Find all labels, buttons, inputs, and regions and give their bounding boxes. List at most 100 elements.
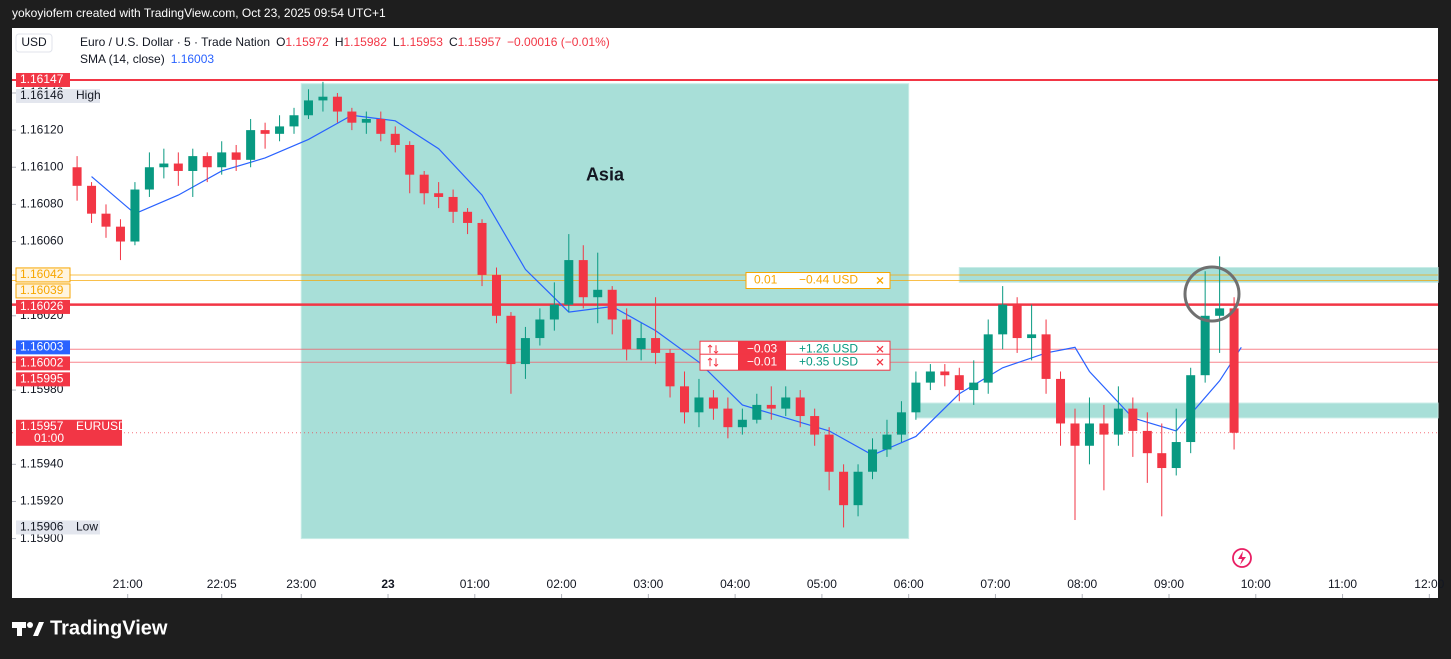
change: −0.00016 (−0.01%) [507, 35, 610, 49]
candle-body [217, 152, 227, 168]
logo [12, 622, 44, 636]
x-tick-label: 08:00 [1067, 577, 1097, 591]
candle-body [998, 304, 1008, 335]
ohlc-key: C [449, 35, 458, 49]
candle-body [87, 185, 97, 214]
candle-body [1113, 408, 1123, 435]
countdown: 01:00 [34, 431, 64, 445]
price-tag-label: 1.15995 [20, 372, 64, 386]
indicator-value: 1.16003 [171, 52, 215, 66]
x-tick-label: 12:00 [1414, 577, 1444, 591]
candle-body [665, 352, 675, 387]
candle-body [246, 130, 256, 160]
order-pnl: +0.35 USD [799, 354, 858, 368]
candle-body [925, 371, 935, 383]
candle-body [318, 96, 328, 101]
candle-body [607, 289, 617, 320]
price-tag-label: 1.16146 [20, 88, 64, 102]
credit: yokoyiofem created with TradingView.com,… [12, 6, 386, 20]
candle-body [434, 193, 444, 197]
candle-body [289, 115, 299, 127]
x-tick-label: 11:00 [1328, 577, 1357, 591]
candle-body [680, 386, 690, 413]
order[interactable]: −0.03 +1.26 USD [699, 340, 891, 358]
candle-body [636, 338, 646, 350]
candle-body [911, 382, 921, 413]
x-tick-label: 21:00 [113, 577, 143, 591]
price-tag [15, 283, 71, 299]
y-tick-label: 1.16120 [20, 122, 64, 136]
candle-body [477, 222, 487, 275]
candle-body [405, 144, 415, 175]
symbol: Euro / U.S. Dollar · 5 · Trade Nation [80, 35, 270, 49]
candle-body [1070, 423, 1080, 446]
sma-line [91, 114, 1242, 456]
ohlc-value: 1.15982 [343, 35, 387, 49]
indicator-legend: SMA (14, close) 1.16003 [80, 52, 214, 66]
alert-icon[interactable] [1232, 548, 1252, 568]
plot: Asia 0.01 −0.44 USD −0.03 +1.26 USD −0.01 +0.3… [12, 72, 1445, 598]
price-tag [16, 88, 100, 103]
x-tick-label: 03:00 [633, 577, 663, 591]
candle-body [593, 289, 603, 298]
order-close [876, 358, 884, 366]
currency-box[interactable] [15, 33, 53, 53]
order[interactable]: 0.01 −0.44 USD [745, 272, 891, 290]
candle-body [839, 471, 849, 506]
candle-body [1229, 308, 1239, 433]
candle-body [781, 397, 791, 409]
circle-drawing[interactable] [1183, 265, 1241, 323]
candle-body [535, 319, 545, 339]
x-tick-label: 23 [381, 577, 395, 591]
candle-body [824, 434, 834, 472]
candle-body [173, 163, 183, 171]
candle-body [202, 156, 212, 168]
price-tag [16, 356, 70, 371]
price-tag-label: 1.16147 [20, 72, 64, 86]
x-tick-label: 05:00 [807, 577, 837, 591]
x-tick-label: 22:05 [207, 577, 237, 591]
alert-bolt [1238, 551, 1246, 565]
indicator-name: SMA (14, close) [80, 52, 165, 66]
x-tick-label: 10:00 [1241, 577, 1271, 591]
x-tick-label: 01:00 [460, 577, 490, 591]
y-tick-label: 1.16060 [20, 234, 64, 248]
price-tag-name: EURUSD [76, 419, 127, 433]
y-tick-label: 1.16080 [20, 197, 64, 211]
candle-body [694, 397, 704, 413]
candle-body [520, 338, 530, 365]
order-qty-box [738, 354, 786, 371]
zone [915, 402, 1439, 419]
candle-body [1200, 315, 1210, 376]
y-tick-label: 1.15920 [20, 494, 64, 508]
price-tag-label: 1.15957 [20, 419, 64, 433]
order-icon [707, 357, 719, 367]
order-qty-box [738, 341, 786, 358]
currency[interactable]: USD [21, 35, 47, 49]
candle-body [1012, 304, 1022, 339]
candle-body [260, 130, 270, 134]
price-tag [16, 340, 70, 355]
y-tick-label: 1.16100 [20, 159, 64, 173]
candle-body [376, 118, 386, 134]
candle-body [275, 126, 285, 134]
price-tag [15, 267, 71, 283]
candle-body [549, 304, 559, 320]
candle-body [853, 471, 863, 506]
x-tick-label: 06:00 [894, 577, 924, 591]
order-pnl: +1.26 USD [799, 341, 858, 355]
candle-body [969, 382, 979, 391]
price-tag-label: 1.16042 [20, 267, 64, 281]
order-pnl: −0.44 USD [799, 273, 858, 287]
price-tag-label: 1.16003 [20, 340, 64, 354]
candle-body [752, 404, 762, 420]
candle-body [810, 416, 820, 435]
candle-body [231, 152, 241, 160]
candle-body [144, 167, 154, 190]
order[interactable]: −0.01 +0.35 USD [699, 353, 891, 371]
x-tick-label: 23:00 [286, 577, 316, 591]
candle-body [1099, 423, 1109, 435]
price-tag [16, 299, 70, 314]
price-tag [16, 520, 100, 535]
order-qty: −0.03 [747, 341, 778, 355]
